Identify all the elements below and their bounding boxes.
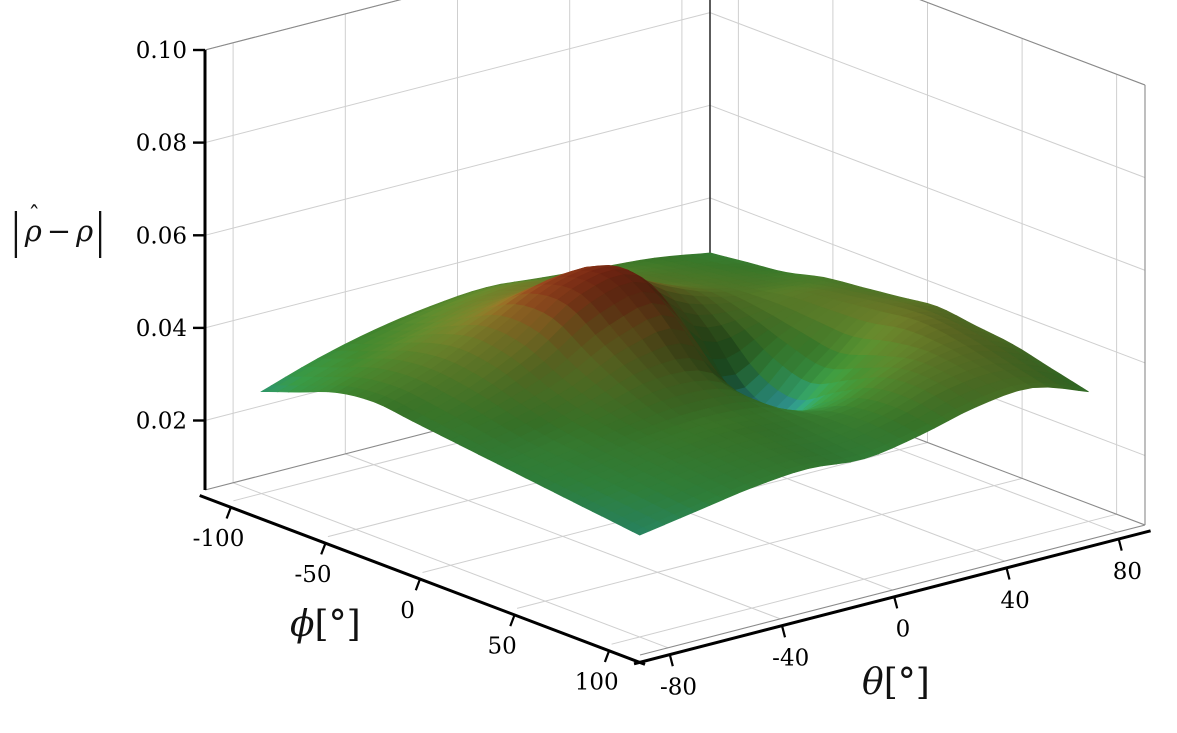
z-tick-label: 0.04 <box>136 316 187 342</box>
abs-bar-right: | <box>95 203 105 259</box>
hat-accent: ˆ <box>28 201 40 229</box>
phi-tick-label: 0 <box>400 598 415 624</box>
theta-tick-label: -80 <box>660 675 697 701</box>
minus-sign: − <box>46 214 72 248</box>
phi-tick-label: -100 <box>193 526 245 552</box>
theta-tick-label: -40 <box>772 646 809 672</box>
phi-axis-title: ϕ[°] <box>290 604 361 645</box>
abs-bar-left: | <box>11 203 21 259</box>
z-tick-label: 0.10 <box>136 38 187 64</box>
phi-unit: [°] <box>314 604 361 645</box>
theta-unit: [°] <box>883 662 930 703</box>
z-tick-label: 0.06 <box>136 223 187 249</box>
theta-tick-label: 40 <box>1001 588 1030 614</box>
phi-tick-label: -50 <box>294 562 331 588</box>
theta-symbol: θ <box>862 662 884 703</box>
surface-mesh <box>260 252 1089 536</box>
axes: 0.02 0.04 0.06 0.08 0.10 -100 -50 0 50 100 -80 -40 0… <box>136 38 1151 701</box>
theta-tick-label: 80 <box>1113 559 1142 585</box>
z-tick-label: 0.02 <box>136 409 187 435</box>
phi-symbol: ϕ <box>290 604 315 645</box>
z-tick-label: 0.08 <box>136 131 187 157</box>
phi-tick-label: 50 <box>488 634 517 660</box>
theta-axis-title: θ[°] <box>862 662 930 703</box>
phi-tick-label: 100 <box>575 670 619 696</box>
rho-estimate: ρ <box>24 214 42 248</box>
theta-tick-label: 0 <box>896 617 911 643</box>
rho-symbol: ρ <box>76 214 94 248</box>
